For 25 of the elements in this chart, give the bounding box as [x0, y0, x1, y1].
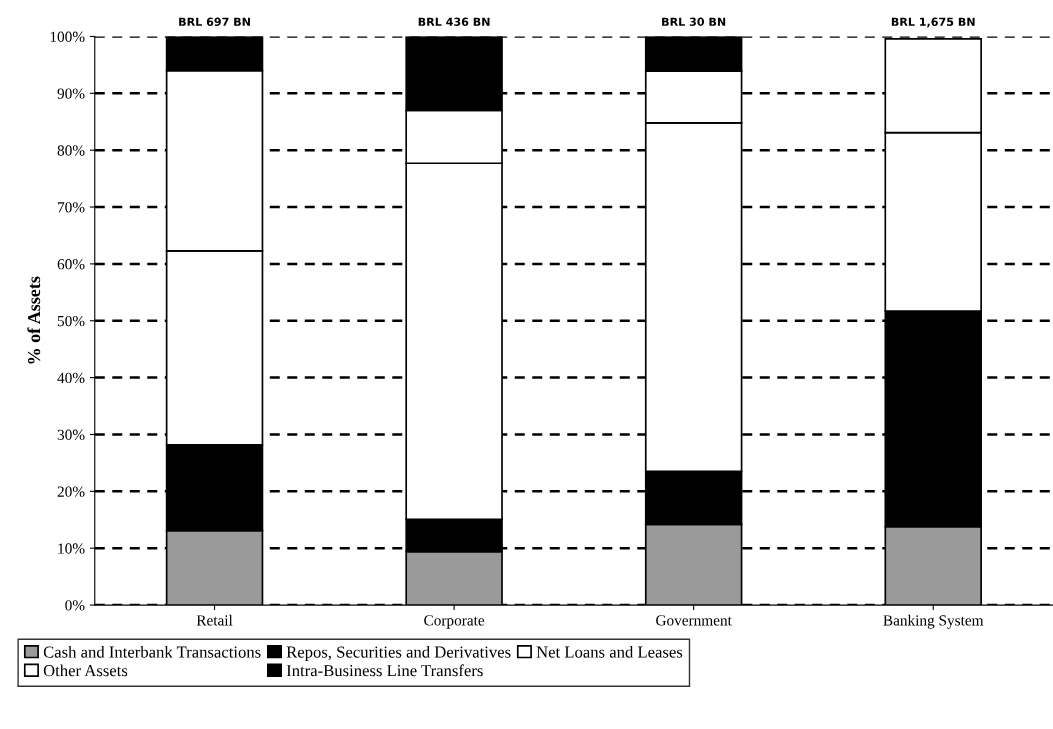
- x-tick-label: Corporate: [424, 615, 485, 629]
- annotation: BRL 30 BN: [662, 17, 726, 26]
- legend-label: Net Loans and Leases: [536, 645, 683, 658]
- y-tick-label: 30%: [57, 429, 85, 440]
- y-tick-label: 70%: [58, 202, 85, 213]
- annotation: BRL 697 BN: [179, 17, 250, 26]
- y-tick-label: 40%: [57, 372, 85, 384]
- y-tick-label: 0%: [65, 600, 85, 611]
- legend-label: Cash and Interbank Transactions: [43, 645, 261, 658]
- x-tick-label: Retail: [196, 614, 233, 626]
- y-tick-label: 10%: [58, 543, 85, 554]
- legend-label: Intra-Business Line Transfers: [286, 664, 483, 677]
- y-tick-label: 20%: [57, 486, 85, 497]
- y-tick-label: 100%: [50, 31, 85, 42]
- y-tick-label: 80%: [57, 145, 85, 156]
- x-tick-label: Government: [656, 615, 732, 626]
- legend-label: Repos, Securities and Derivatives: [286, 645, 511, 662]
- y-tick-label: 50%: [57, 315, 85, 327]
- y-axis-title: % of Assets: [27, 276, 41, 364]
- y-tick-label: 90%: [57, 88, 85, 99]
- annotation: BRL 436 BN: [418, 17, 490, 26]
- legend-label: Other Assets: [43, 664, 128, 677]
- y-tick-label: 60%: [57, 259, 85, 270]
- annotation: BRL 1,675 BN: [891, 17, 975, 28]
- x-tick-label: Banking System: [883, 614, 984, 629]
